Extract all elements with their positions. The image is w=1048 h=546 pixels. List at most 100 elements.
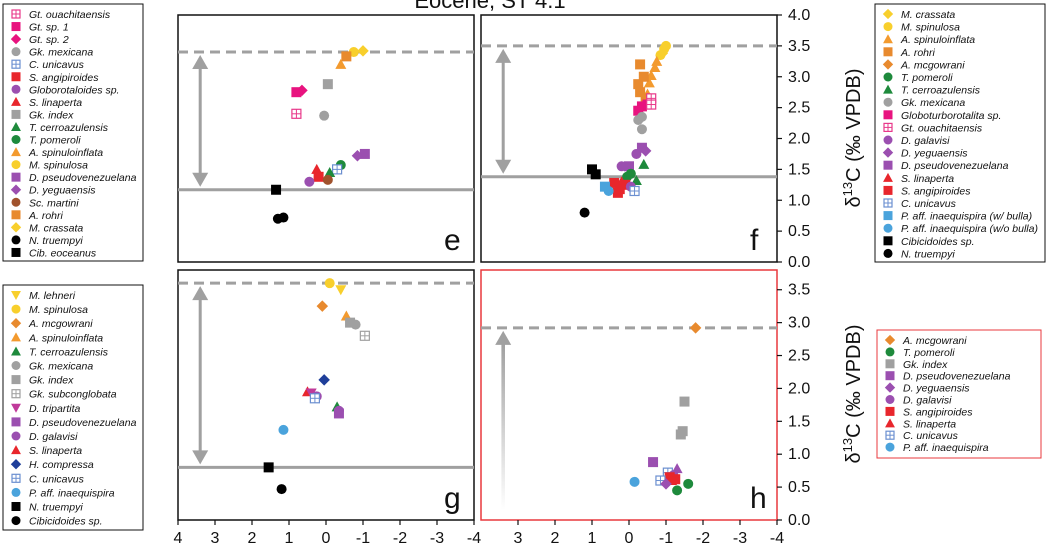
legend-entry-p-aff-inaequispira-w-bulla: P. aff. inaequispira (w/ bulla) bbox=[883, 211, 1032, 223]
legend-label: T. cerroazulensis bbox=[29, 122, 109, 134]
y-tick-label: 0.0 bbox=[788, 254, 810, 271]
data-point bbox=[311, 163, 323, 174]
data-point bbox=[643, 77, 655, 88]
legend-entry-m-lehneri: M. lehneri bbox=[11, 290, 76, 302]
data-point bbox=[324, 166, 336, 177]
legend-label: M. spinulosa bbox=[901, 22, 960, 34]
y-tick-label: 2.5 bbox=[788, 348, 810, 365]
data-point bbox=[670, 474, 681, 485]
legend-marker bbox=[883, 122, 893, 133]
legend-label: N. truempyi bbox=[29, 235, 83, 247]
fading-arrow bbox=[495, 330, 512, 510]
y-tick-label: 3.0 bbox=[788, 315, 810, 332]
x-tick-label: -3 bbox=[733, 530, 747, 546]
y-tick-label: 0.5 bbox=[788, 479, 810, 496]
legend-marker bbox=[885, 395, 895, 404]
x-tick-label: -1 bbox=[356, 530, 370, 546]
legend-label: P. aff. inaequispira bbox=[29, 487, 115, 499]
data-point bbox=[629, 185, 640, 197]
legend-entry-a-mcgowrani: A. mcgowrani bbox=[884, 334, 967, 347]
data-point bbox=[639, 145, 652, 157]
legend-marker bbox=[883, 22, 893, 32]
legend-label: A. rohri bbox=[900, 47, 936, 59]
legend-label: S. angipiroides bbox=[29, 72, 99, 84]
y-tick-label: 2.0 bbox=[788, 380, 810, 397]
legend-marker bbox=[11, 332, 21, 342]
legend-marker bbox=[11, 47, 21, 57]
legend-label: D. tripartita bbox=[29, 403, 81, 415]
y-tick-label: 1.5 bbox=[788, 413, 810, 430]
data-point bbox=[590, 169, 601, 180]
panel-letter: h bbox=[750, 482, 767, 515]
legend-entry-cib-eoceanus: Cib. eoceanus bbox=[11, 247, 97, 259]
legend-label: C. unicavus bbox=[901, 198, 957, 210]
legend-marker bbox=[11, 84, 21, 94]
legend-marker bbox=[885, 418, 895, 428]
legend-entry-s-angipiroides: S. angipiroides bbox=[11, 72, 99, 84]
legend-label: Gt. sp. 2 bbox=[29, 34, 69, 46]
legend-entry-m-crassata: M. crassata bbox=[882, 8, 955, 21]
data-point bbox=[633, 105, 644, 116]
legend-entry-gk-index: Gk. index bbox=[11, 109, 74, 121]
data-point bbox=[332, 164, 343, 175]
legend-entry-t-cerroazulensis: T. cerroazulensis bbox=[883, 85, 981, 97]
legend-label: M. crassata bbox=[29, 222, 83, 234]
legend-marker bbox=[11, 22, 21, 32]
legend-entry-a-rohri: A. rohri bbox=[883, 47, 936, 59]
data-point bbox=[622, 171, 633, 182]
legend-entry-m-spinulosa: M. spinulosa bbox=[11, 160, 88, 172]
legend-marker bbox=[11, 346, 21, 356]
legend-entry-c-unicavus: C. unicavus bbox=[883, 198, 957, 210]
legend-marker bbox=[11, 403, 21, 413]
legend-entry-s-linaperta: S. linaperta bbox=[11, 97, 82, 109]
legend-label: D. yeguaensis bbox=[901, 148, 968, 160]
legend-label: M. spinulosa bbox=[29, 304, 88, 316]
data-point bbox=[633, 114, 644, 125]
legend-entry-m-spinulosa: M. spinulosa bbox=[883, 22, 960, 34]
data-point bbox=[609, 177, 620, 188]
legend-label: A. spinuloinflata bbox=[900, 34, 975, 46]
legend-label: S. angipiroides bbox=[901, 185, 971, 197]
y-tick-label: 4.0 bbox=[788, 7, 810, 24]
legend-marker bbox=[11, 516, 21, 526]
panel-letter: f bbox=[750, 224, 759, 257]
legend-label: S. linaperta bbox=[29, 445, 82, 457]
legend-label: Gk. mexicana bbox=[901, 97, 965, 109]
data-point bbox=[683, 478, 694, 489]
legend-entry-gk-mexicana: Gk. mexicana bbox=[883, 97, 965, 109]
legend-marker bbox=[883, 135, 893, 145]
data-point bbox=[579, 207, 590, 218]
legend-entry-n-truempyi: N. truempyi bbox=[883, 248, 955, 260]
legend-entry-p-aff-inaequispira: P. aff. inaequispira bbox=[885, 442, 989, 454]
legend-marker bbox=[885, 430, 895, 440]
legend-entry-d-pseudovenezuelana: D. pseudovenezuelana bbox=[11, 172, 137, 184]
legend-entry-m-spinulosa: M. spinulosa bbox=[11, 304, 88, 316]
legend-label: D. pseudovenezuelana bbox=[29, 417, 137, 429]
x-tick-label: 4 bbox=[174, 530, 183, 546]
legend-label: A. mcgowrani bbox=[900, 59, 965, 71]
legend-label: P. aff. inaequispira bbox=[903, 442, 989, 454]
legend-marker bbox=[884, 334, 896, 346]
x-tick-label: 1 bbox=[588, 530, 597, 546]
data-point bbox=[599, 181, 610, 192]
data-point bbox=[635, 87, 646, 98]
legend-marker bbox=[883, 236, 893, 246]
y-axis-bottom: 3.5 3.0 2.5 2.0 1.5 1.0 0.5 0.0 bbox=[777, 282, 810, 529]
legend-label: Gk. index bbox=[29, 375, 74, 387]
double-arrow bbox=[192, 286, 209, 465]
legend-entry-globoturborotalita-sp: Globoturborotalita sp. bbox=[883, 110, 1001, 122]
legend-entry-d-pseudovenezuelana: D. pseudovenezuelana bbox=[883, 160, 1009, 172]
legend-entry-gk-index: Gk. index bbox=[11, 375, 74, 387]
legend-label: D. pseudovenezuelana bbox=[903, 371, 1011, 383]
data-point bbox=[660, 478, 672, 490]
legend-entry-gk-subconglobata: Gk. subconglobata bbox=[11, 389, 117, 401]
data-point bbox=[278, 212, 289, 223]
legend-label: Gt. ouachitaensis bbox=[901, 122, 983, 134]
legend-label: C. unicavus bbox=[29, 59, 85, 71]
legend-marker bbox=[11, 59, 21, 69]
legend-label: Sc. martini bbox=[29, 197, 79, 209]
legend-marker bbox=[885, 371, 895, 381]
data-point bbox=[313, 171, 324, 182]
legend-label: T. cerroazulensis bbox=[901, 85, 981, 97]
